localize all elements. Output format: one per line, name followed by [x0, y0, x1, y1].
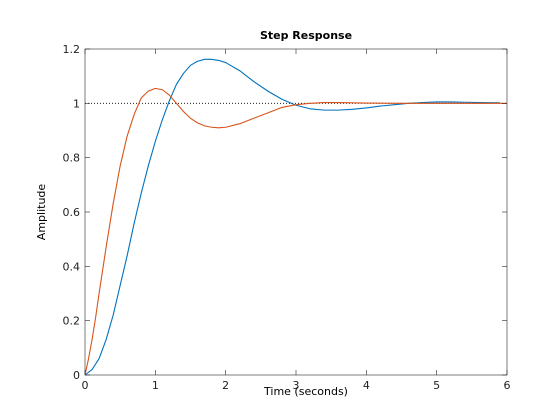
x-tick-label: 4: [363, 379, 370, 392]
x-axis-label: Time (seconds): [263, 385, 348, 398]
plot-frame: [84, 48, 508, 376]
y-tick-label: 1.2: [63, 43, 81, 56]
y-tick-label: 1: [73, 97, 80, 110]
plot-area: [84, 48, 508, 376]
x-tick-label: 6: [504, 379, 511, 392]
y-tick-label: 0.2: [63, 315, 81, 328]
x-tick-label: 1: [152, 379, 159, 392]
x-tick-label: 0: [82, 379, 89, 392]
x-tick-label: 3: [293, 379, 300, 392]
series-layer: [84, 58, 507, 376]
x-tick-label: 5: [433, 379, 440, 392]
y-tick-label: 0.6: [63, 206, 81, 219]
x-tick-label: 2: [222, 379, 229, 392]
y-tick-label: 0.4: [63, 260, 81, 273]
y-tick-label: 0.8: [63, 152, 81, 165]
y-tick-label: 0: [73, 369, 80, 382]
tick-layer: 0 1 2 3 4 5 6 0 0.2 0.4 0.6 0.8 1 1.2: [63, 43, 511, 392]
y-axis-label: Amplitude: [35, 184, 48, 241]
series-line-1: [84, 58, 500, 376]
chart-title: Step Response: [260, 29, 352, 42]
series-line-2: [84, 87, 507, 376]
